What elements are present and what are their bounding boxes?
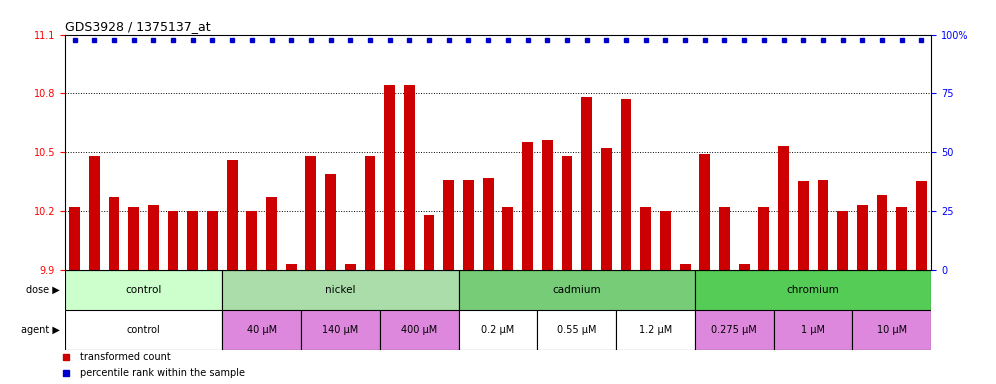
Text: control: control xyxy=(126,324,160,334)
Bar xyxy=(325,174,336,270)
Bar xyxy=(69,207,80,270)
Bar xyxy=(774,310,853,349)
Bar xyxy=(739,264,750,270)
Bar xyxy=(167,211,178,270)
Bar xyxy=(857,205,868,270)
Bar xyxy=(896,207,907,270)
Bar xyxy=(538,310,617,349)
Bar xyxy=(65,310,222,349)
Text: 140 μM: 140 μM xyxy=(323,324,359,334)
Bar xyxy=(640,207,651,270)
Bar xyxy=(301,310,379,349)
Bar xyxy=(660,211,671,270)
Bar xyxy=(502,207,513,270)
Bar xyxy=(443,180,454,270)
Bar xyxy=(306,156,317,270)
Bar xyxy=(483,177,494,270)
Text: 10 μM: 10 μM xyxy=(876,324,907,334)
Bar xyxy=(227,160,238,270)
Bar xyxy=(458,310,538,349)
Bar xyxy=(719,207,730,270)
Bar xyxy=(853,310,931,349)
Bar xyxy=(542,141,553,270)
Bar xyxy=(365,156,375,270)
Bar xyxy=(582,97,592,270)
Bar xyxy=(778,146,789,270)
Bar xyxy=(207,211,218,270)
Bar xyxy=(463,180,474,270)
Bar xyxy=(679,264,690,270)
Text: GDS3928 / 1375137_at: GDS3928 / 1375137_at xyxy=(65,20,210,33)
Bar xyxy=(695,310,774,349)
Text: nickel: nickel xyxy=(326,285,356,295)
Text: 400 μM: 400 μM xyxy=(401,324,437,334)
Text: 40 μM: 40 μM xyxy=(247,324,277,334)
Bar xyxy=(621,99,631,270)
Bar xyxy=(246,211,257,270)
Text: 0.275 μM: 0.275 μM xyxy=(711,324,757,334)
Bar xyxy=(695,270,931,310)
Bar xyxy=(286,264,297,270)
Bar xyxy=(758,207,769,270)
Bar xyxy=(798,182,809,270)
Bar xyxy=(423,215,434,270)
Bar xyxy=(148,205,158,270)
Bar xyxy=(222,270,458,310)
Text: 0.55 μM: 0.55 μM xyxy=(557,324,597,334)
Bar xyxy=(818,180,829,270)
Text: 1.2 μM: 1.2 μM xyxy=(638,324,672,334)
Text: agent ▶: agent ▶ xyxy=(21,324,60,334)
Bar xyxy=(601,148,612,270)
Bar xyxy=(187,211,198,270)
Bar xyxy=(522,142,533,270)
Bar xyxy=(379,310,458,349)
Bar xyxy=(384,86,395,270)
Bar xyxy=(109,197,120,270)
Bar xyxy=(617,310,695,349)
Text: percentile rank within the sample: percentile rank within the sample xyxy=(81,367,245,377)
Text: cadmium: cadmium xyxy=(553,285,602,295)
Bar xyxy=(562,156,573,270)
Bar xyxy=(916,182,927,270)
Bar xyxy=(128,207,139,270)
Text: chromium: chromium xyxy=(787,285,840,295)
Bar xyxy=(345,264,356,270)
Bar xyxy=(876,195,887,270)
Bar xyxy=(404,86,414,270)
Bar xyxy=(699,154,710,270)
Text: dose ▶: dose ▶ xyxy=(26,285,60,295)
Bar xyxy=(89,156,100,270)
Bar xyxy=(65,270,222,310)
Bar xyxy=(838,211,848,270)
Text: 1 μM: 1 μM xyxy=(801,324,825,334)
Text: control: control xyxy=(125,285,161,295)
Text: 0.2 μM: 0.2 μM xyxy=(481,324,515,334)
Bar xyxy=(458,270,695,310)
Bar xyxy=(266,197,277,270)
Text: transformed count: transformed count xyxy=(81,352,171,362)
Bar xyxy=(222,310,301,349)
